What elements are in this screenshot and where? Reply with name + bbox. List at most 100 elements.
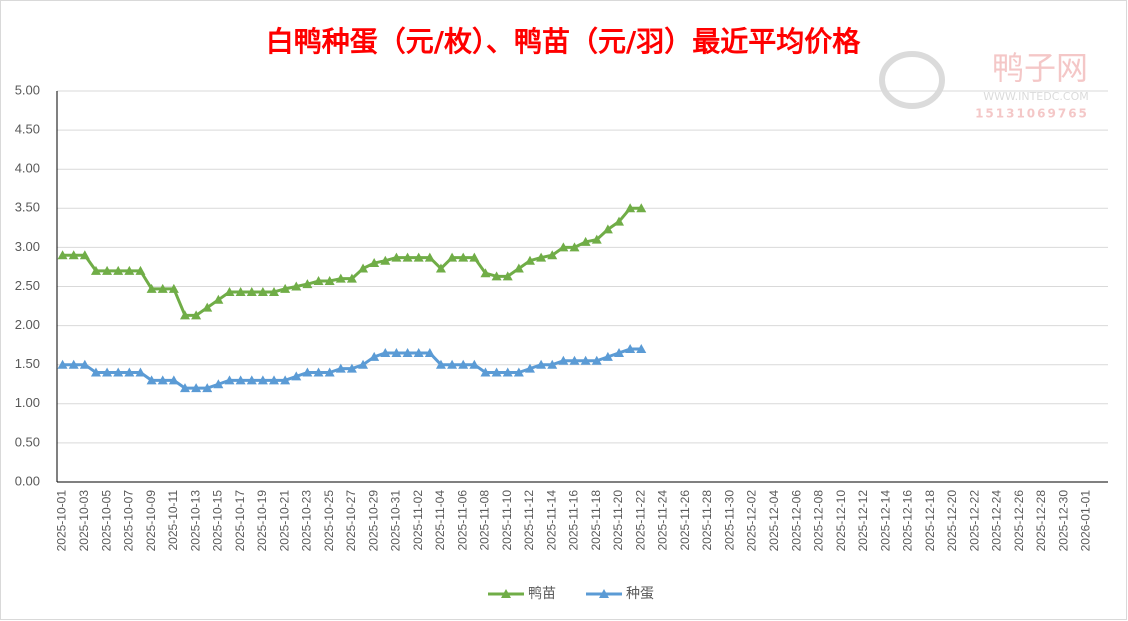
watermark-text: 鸭子网 [992, 49, 1088, 87]
x-tick-label: 2025-11-22 [633, 490, 647, 551]
point-marker [146, 283, 157, 293]
point-marker [402, 252, 413, 262]
x-tick-label: 2025-12-16 [901, 490, 915, 552]
point-marker [68, 359, 79, 369]
x-tick-label: 2025-11-02 [411, 490, 425, 551]
x-tick-label: 2025-10-19 [255, 490, 269, 552]
point-marker [335, 273, 346, 283]
point-marker [358, 359, 369, 369]
x-tick-label: 2025-12-28 [1034, 490, 1048, 552]
point-marker [213, 379, 224, 389]
x-tick-label: 2025-11-04 [433, 490, 447, 551]
point-marker [68, 250, 79, 260]
x-tick-label: 2025-12-02 [745, 490, 759, 552]
point-marker [168, 375, 179, 385]
point-marker [480, 268, 491, 278]
x-tick-label: 2025-10-29 [366, 490, 380, 552]
point-marker [179, 383, 190, 393]
point-marker [424, 252, 435, 262]
y-tick-label: 5.00 [15, 82, 40, 97]
x-tick-label: 2025-10-17 [233, 490, 247, 552]
watermark: 鸭子网 WWW.INTEDC.COM 15131069765 [879, 49, 1089, 121]
point-marker [257, 375, 268, 385]
point-marker [191, 310, 202, 320]
point-marker [536, 252, 547, 262]
x-tick-label: 2025-11-26 [678, 490, 692, 551]
point-marker [491, 367, 502, 377]
x-tick-label: 2025-12-20 [945, 490, 959, 552]
point-marker [102, 265, 113, 275]
y-tick-label: 3.00 [15, 239, 40, 254]
point-marker [102, 367, 113, 377]
x-tick-label: 2025-11-10 [500, 490, 514, 551]
x-tick-label: 2025-10-13 [188, 490, 202, 552]
point-marker [90, 367, 101, 377]
x-tick-label: 2025-10-09 [144, 490, 158, 552]
point-marker [324, 367, 335, 377]
point-marker [458, 252, 469, 262]
point-marker [146, 375, 157, 385]
point-marker [636, 344, 647, 354]
x-tick-label: 2025-12-10 [834, 490, 848, 552]
point-marker [280, 283, 291, 293]
point-marker [280, 375, 291, 385]
point-marker [246, 286, 257, 296]
point-marker [135, 265, 146, 275]
point-marker [502, 271, 513, 281]
point-marker [602, 351, 613, 361]
point-marker [447, 252, 458, 262]
x-tick-label: 2025-10-11 [166, 490, 180, 551]
legend-marker [501, 589, 511, 598]
x-tick-label: 2025-11-06 [455, 490, 469, 551]
point-marker [302, 367, 313, 377]
point-marker [558, 242, 569, 252]
point-marker [179, 310, 190, 320]
x-tick-label: 2025-12-12 [856, 490, 870, 552]
point-marker [79, 359, 90, 369]
x-tick-label: 2025-12-26 [1012, 490, 1026, 552]
point-marker [380, 255, 391, 265]
legend-label: 鸭苗 [528, 586, 556, 602]
point-marker [636, 203, 647, 213]
point-marker [547, 359, 558, 369]
point-marker [324, 276, 335, 286]
point-marker [90, 265, 101, 275]
point-marker [513, 367, 524, 377]
watermark-logo [879, 51, 945, 109]
point-marker [435, 359, 446, 369]
x-tick-label: 2025-11-18 [589, 490, 603, 551]
x-tick-label: 2025-11-30 [722, 490, 736, 551]
x-tick-label: 2025-11-24 [656, 490, 670, 551]
point-marker [469, 359, 480, 369]
x-tick-label: 2025-12-08 [812, 490, 826, 552]
point-marker [224, 286, 235, 296]
y-tick-label: 0.00 [15, 473, 40, 488]
point-marker [358, 263, 369, 273]
point-marker [369, 351, 380, 361]
point-marker [124, 367, 135, 377]
point-marker [313, 367, 324, 377]
x-tick-label: 2025-12-18 [923, 490, 937, 552]
point-marker [536, 359, 547, 369]
point-marker [569, 355, 580, 365]
x-tick-label: 2025-12-06 [789, 490, 803, 552]
watermark-phone: 15131069765 [975, 107, 1089, 121]
point-marker [57, 250, 68, 260]
point-marker [124, 265, 135, 275]
point-marker [625, 203, 636, 213]
point-marker [447, 359, 458, 369]
point-marker [602, 224, 613, 234]
point-marker [113, 367, 124, 377]
point-marker [346, 273, 357, 283]
point-marker [580, 236, 591, 246]
y-tick-label: 2.00 [15, 317, 40, 332]
x-tick-label: 2025-12-24 [990, 490, 1004, 552]
x-tick-label: 2025-10-31 [389, 490, 403, 552]
point-marker [558, 355, 569, 365]
point-marker [614, 216, 625, 226]
legend-label: 种蛋 [626, 586, 654, 602]
point-marker [269, 286, 280, 296]
point-marker [135, 367, 146, 377]
point-marker [469, 252, 480, 262]
chart-title: 白鸭种蛋（元/枚）、鸭苗（元/羽）最近平均价格 [266, 25, 861, 58]
